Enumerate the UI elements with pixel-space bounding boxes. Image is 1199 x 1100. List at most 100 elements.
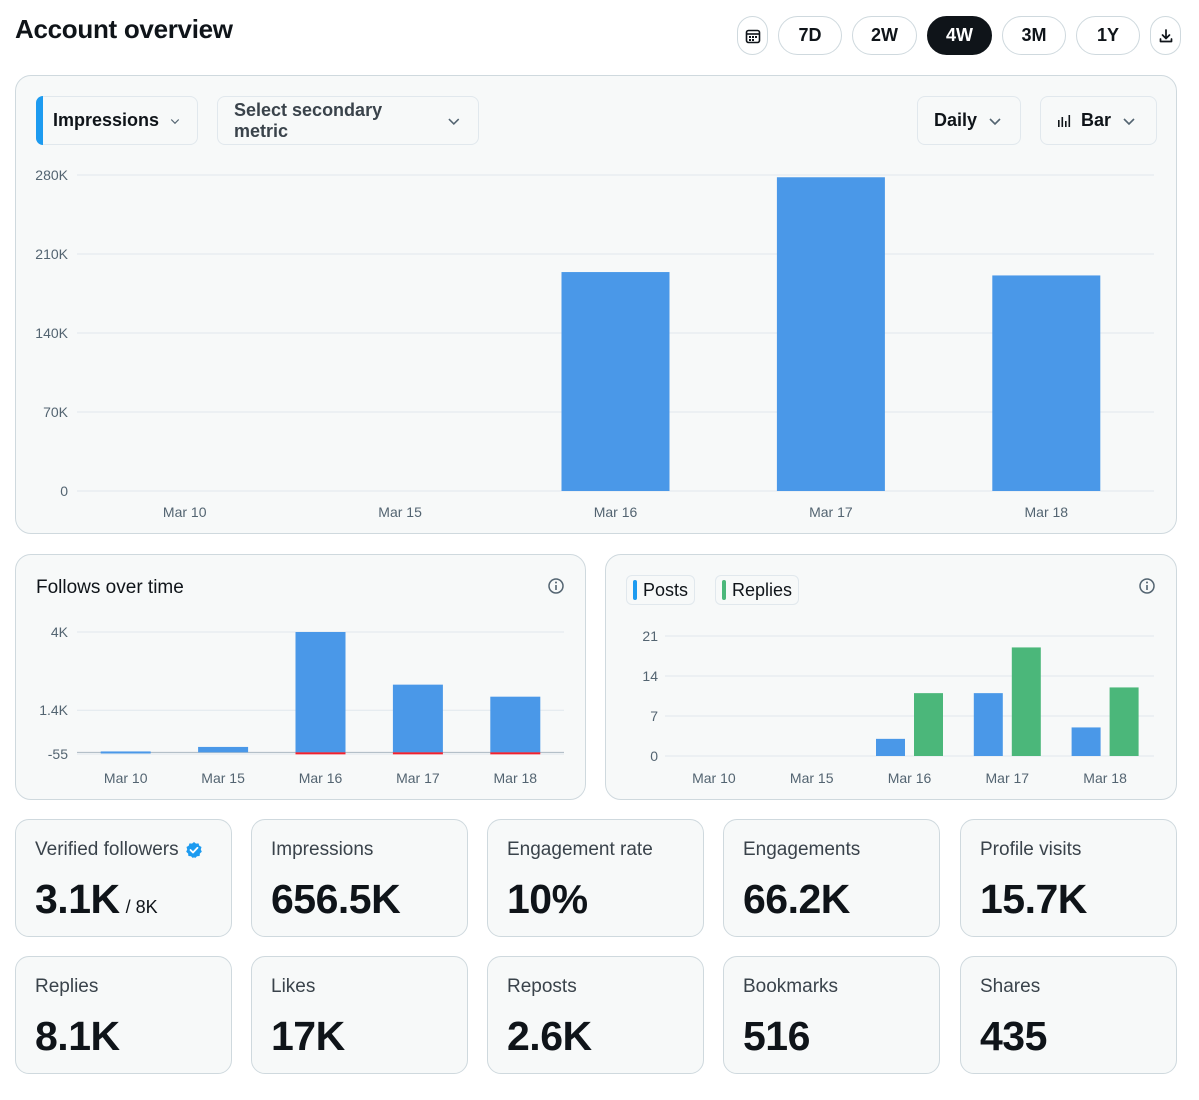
legend-replies[interactable]: Replies (715, 575, 800, 605)
secondary-metric-select[interactable]: Select secondary metric (217, 96, 479, 145)
interval-label: Daily (934, 110, 978, 130)
x-tick-label: Mar 15 (201, 770, 245, 786)
x-tick-label: Mar 17 (396, 770, 440, 786)
x-tick-label: Mar 17 (809, 504, 853, 520)
stat-label: Engagements (743, 839, 861, 860)
primary-metric-select[interactable]: Impressions (36, 96, 198, 145)
stat-card-engagements: Engagements 66.2K (723, 819, 940, 937)
stat-value-text: 3.1K (35, 876, 120, 922)
y-tick-label: 1.4K (39, 702, 68, 718)
chevron-down-icon (170, 118, 180, 124)
bar (561, 272, 670, 491)
stat-value: 8.1K (35, 1013, 120, 1059)
impressions-chart-card: Impressions Select secondary metric Dail… (15, 75, 1177, 534)
x-tick-label: Mar 15 (378, 504, 422, 520)
bar-posts (973, 693, 1003, 756)
info-icon[interactable] (547, 577, 565, 595)
verified-badge-icon (185, 842, 202, 858)
stat-label: Shares (980, 976, 1041, 997)
y-tick-label: -55 (48, 746, 68, 762)
calendar-button[interactable] (737, 16, 768, 55)
legend-replies-label: Replies (732, 579, 793, 600)
posts-swatch (633, 580, 637, 600)
stat-value: 656.5K (271, 876, 401, 922)
stat-card-profile-visits: Profile visits 15.7K (960, 819, 1177, 937)
bar (100, 751, 151, 754)
y-tick-label: 140K (35, 325, 68, 341)
stat-value: 15.7K (980, 876, 1087, 922)
stat-value: 17K (271, 1013, 345, 1059)
secondary-metric-label: Select secondary metric (234, 99, 383, 141)
y-tick-label: 210K (35, 246, 68, 262)
bar-replies (1109, 687, 1139, 756)
posts-replies-card: Posts Replies 0 7 14 21 Mar 10 Mar 15 Mar 16 Ma… (605, 554, 1177, 800)
stat-card-verified-followers: Verified followers 3.1K/ 8K (15, 819, 232, 937)
range-4w-button[interactable]: 4W (927, 16, 992, 55)
range-1y-button[interactable]: 1Y (1076, 16, 1140, 55)
bar (490, 696, 541, 753)
bar-posts (1071, 727, 1101, 756)
bar (198, 746, 249, 753)
y-tick-label: 7 (650, 708, 658, 724)
x-tick-label: Mar 16 (299, 770, 343, 786)
y-tick-label: 280K (35, 167, 68, 183)
y-tick-label: 70K (43, 404, 69, 420)
info-icon[interactable] (1138, 577, 1156, 595)
bar-posts (876, 738, 905, 756)
x-tick-label: Mar 18 (1083, 770, 1127, 786)
calendar-icon (745, 29, 760, 43)
bar-loss (392, 752, 443, 755)
stat-value: 3.1K/ 8K (35, 876, 158, 923)
bar-chart-icon (1058, 114, 1071, 127)
range-7d-button[interactable]: 7D (778, 16, 842, 55)
stat-card-impressions: Impressions 656.5K (251, 819, 468, 937)
stat-label: Impressions (271, 839, 374, 860)
bar-replies (1011, 647, 1041, 756)
legend-posts[interactable]: Posts (626, 575, 696, 605)
range-3m-button[interactable]: 3M (1002, 16, 1066, 55)
chart-type-select[interactable]: Bar (1040, 96, 1157, 145)
bar (776, 177, 885, 491)
chevron-down-icon (1123, 117, 1135, 125)
bar (992, 275, 1101, 491)
chart-legend: Posts Replies (626, 575, 800, 605)
stat-card-engagement-rate: Engagement rate 10% (487, 819, 704, 937)
y-tick-label: 0 (650, 748, 658, 764)
download-button[interactable] (1150, 16, 1181, 55)
x-tick-label: Mar 18 (1025, 504, 1069, 520)
date-range-bar: 7D 2W 4W 3M 1Y (737, 16, 1181, 55)
x-tick-label: Mar 18 (494, 770, 538, 786)
page-title: Account overview (15, 14, 233, 44)
chart-type-label: Bar (1081, 110, 1112, 130)
stat-label: Replies (35, 976, 99, 997)
interval-select[interactable]: Daily (917, 96, 1021, 145)
stat-card-bookmarks: Bookmarks 516 (723, 956, 940, 1074)
replies-swatch (722, 580, 727, 600)
stat-card-likes: Likes 17K (251, 956, 468, 1074)
follows-chart: -55 1.4K 4K Mar 10 Mar 15 Mar 16 Mar 17 Mar 18 (39, 624, 564, 786)
stat-label: Likes (271, 976, 316, 997)
stat-label: Reposts (507, 976, 577, 997)
y-tick-label: 21 (642, 628, 658, 644)
y-tick-label: 0 (60, 483, 68, 499)
x-tick-label: Mar 15 (790, 770, 834, 786)
impressions-chart: 0 70K 140K 210K 280K Mar 10 Mar 15 Mar 16 Mar 17… (35, 167, 1154, 520)
posts-replies-chart: 0 7 14 21 Mar 10 Mar 15 Mar 16 Mar 17 Mar 18 (642, 628, 1154, 786)
stat-value: 435 (980, 1013, 1047, 1059)
stat-label: Bookmarks (743, 976, 839, 997)
range-2w-button[interactable]: 2W (852, 16, 917, 55)
stat-label: Engagement rate (507, 839, 653, 860)
x-tick-label: Mar 10 (104, 770, 148, 786)
stat-label: Verified followers (35, 839, 203, 861)
stat-card-reposts: Reposts 2.6K (487, 956, 704, 1074)
y-tick-label: 4K (51, 624, 69, 640)
chevron-down-icon (989, 117, 1001, 125)
x-tick-label: Mar 10 (692, 770, 736, 786)
stat-label: Profile visits (980, 839, 1082, 860)
bar-loss (490, 752, 541, 755)
follows-card: Follows over time -55 1.4K 4K Mar 10 Mar 15 M… (15, 554, 586, 800)
y-tick-label: 14 (642, 668, 658, 684)
bar (392, 684, 443, 753)
x-tick-label: Mar 16 (594, 504, 638, 520)
stat-value: 2.6K (507, 1013, 592, 1059)
